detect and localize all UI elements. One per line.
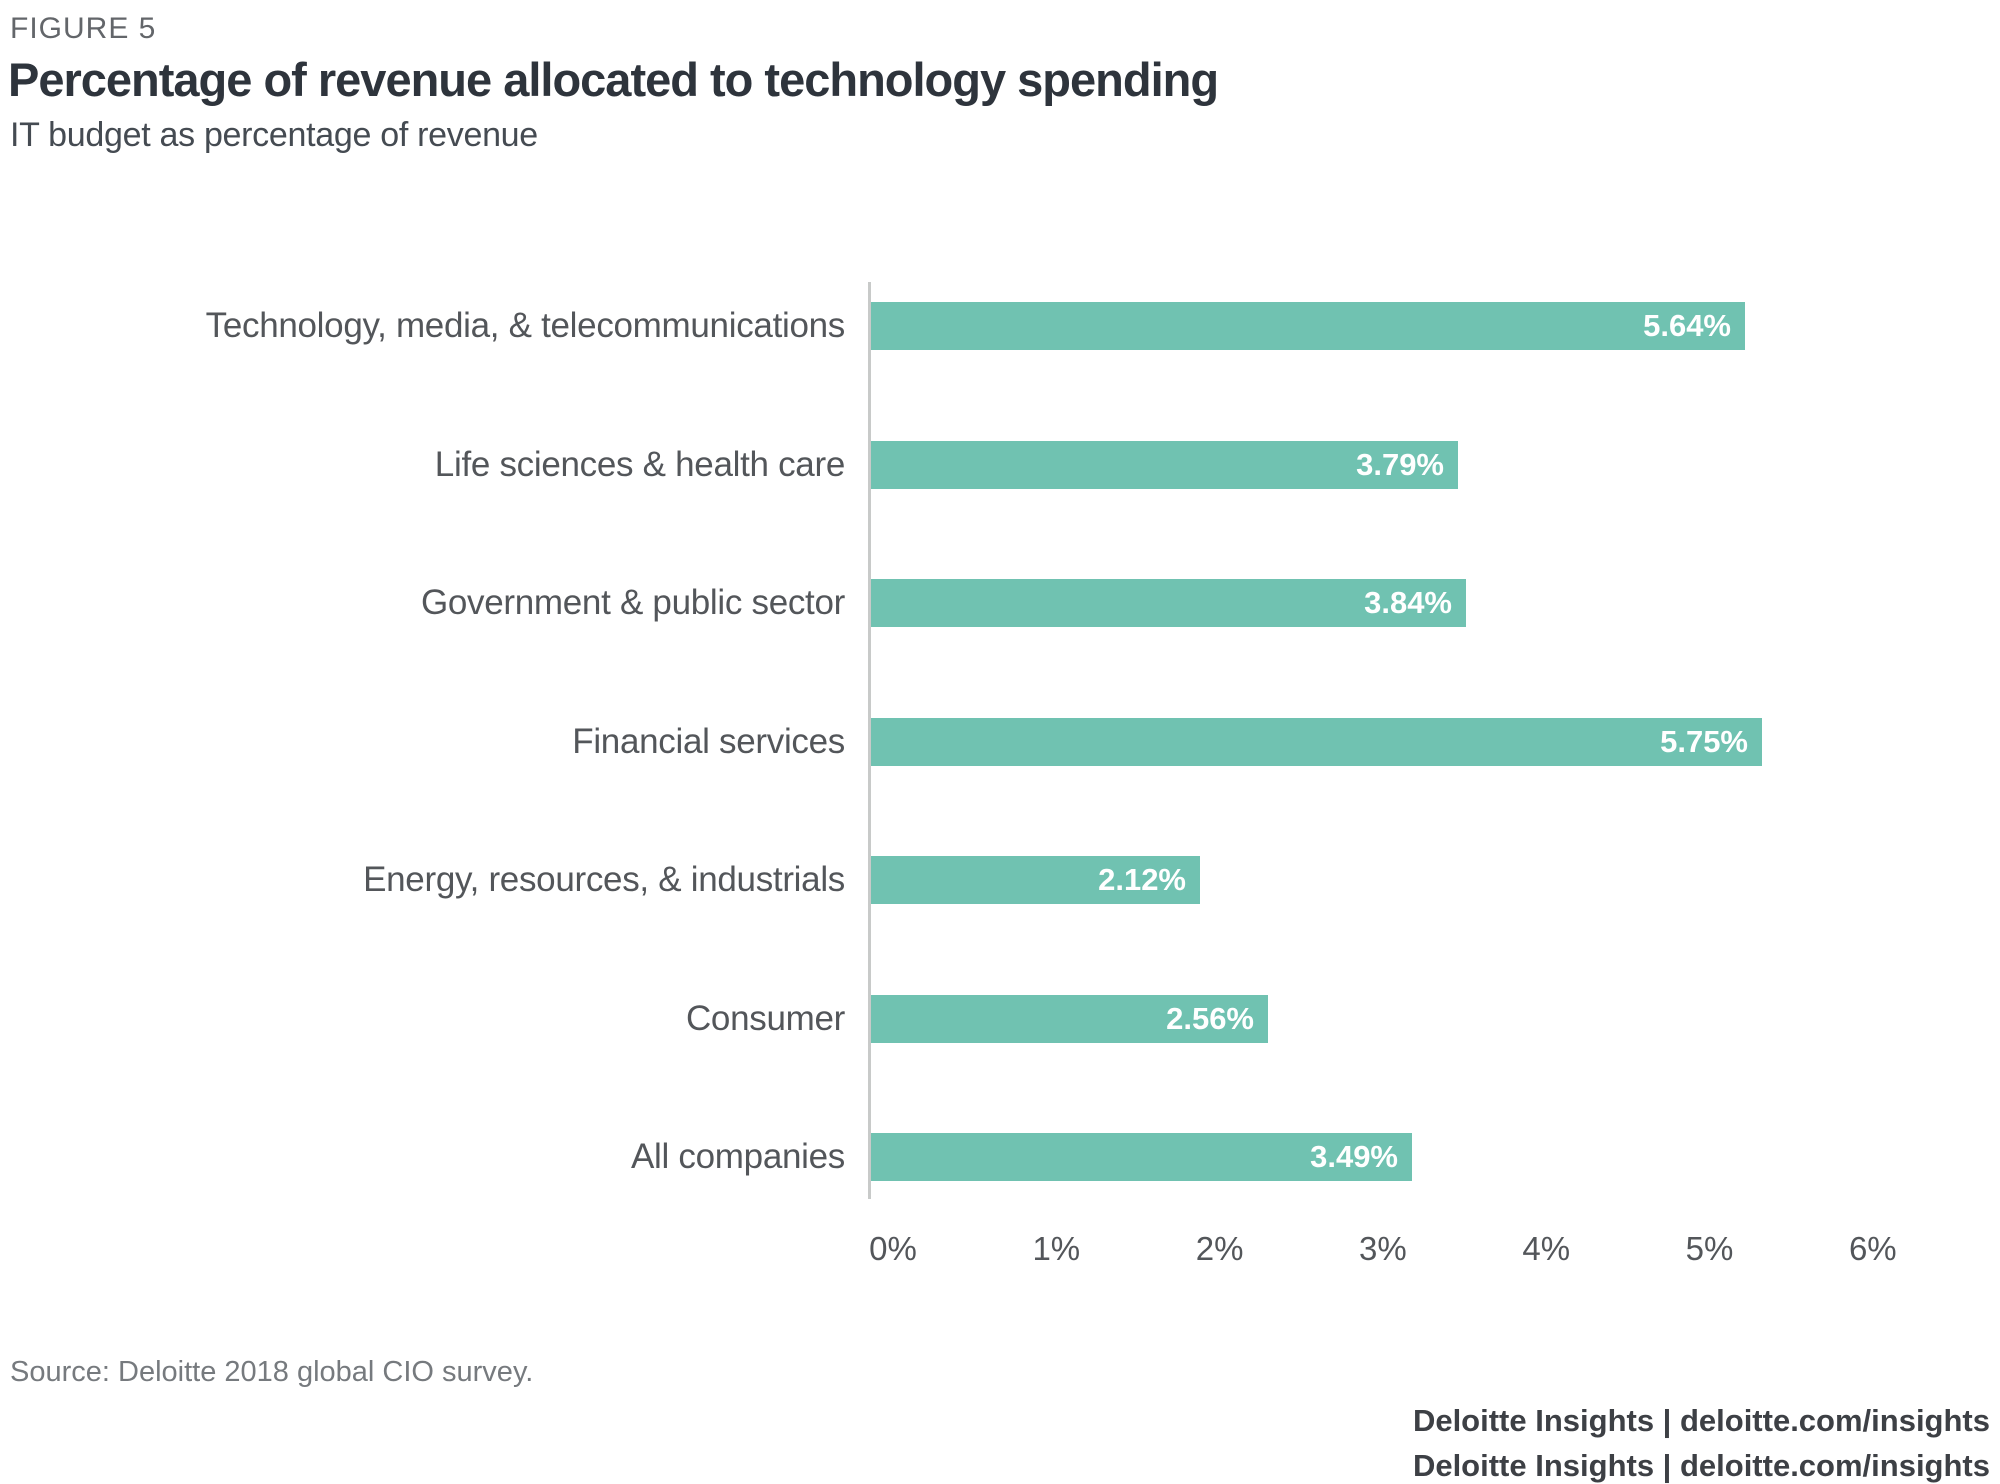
bar-value-label: 2.12% xyxy=(1098,862,1186,897)
bar: 3.49% xyxy=(871,1133,1412,1181)
x-tick-label: 3% xyxy=(1359,1230,1407,1267)
brand-footer: Deloitte Insights | deloitte.com/insight… xyxy=(1412,1403,1990,1438)
category-label: Life sciences & health care xyxy=(434,445,846,484)
brand-footer-clipped: Deloitte Insights | deloitte.com/insight… xyxy=(1412,1448,1990,1483)
bar: 2.56% xyxy=(871,995,1268,1043)
bar: 3.79% xyxy=(871,441,1458,489)
bar-value-label: 3.49% xyxy=(1310,1139,1398,1174)
category-label: All companies xyxy=(631,1137,845,1176)
bar: 5.64% xyxy=(871,302,1745,350)
bar: 3.84% xyxy=(871,579,1466,627)
x-tick-label: 2% xyxy=(1195,1230,1244,1267)
figure-label: FIGURE 5 xyxy=(10,12,157,45)
category-label: Consumer xyxy=(685,999,845,1038)
chart-subtitle: IT budget as percentage of revenue xyxy=(10,116,538,154)
x-tick-label: 0% xyxy=(869,1230,917,1267)
x-tick-label: 6% xyxy=(1848,1230,1897,1267)
bar-value-label: 5.75% xyxy=(1660,724,1748,759)
chart-title: Percentage of revenue allocated to techn… xyxy=(8,53,1219,106)
bar-value-label: 2.56% xyxy=(1166,1001,1254,1036)
bar-value-label: 5.64% xyxy=(1643,308,1731,343)
bar-value-label: 3.79% xyxy=(1356,447,1444,482)
bar: 2.12% xyxy=(871,856,1200,904)
x-tick-label: 4% xyxy=(1522,1230,1571,1267)
source-note: Source: Deloitte 2018 global CIO survey. xyxy=(10,1356,534,1388)
x-tick-label: 5% xyxy=(1685,1230,1734,1267)
category-label: Financial services xyxy=(572,722,845,761)
x-tick-label: 1% xyxy=(1032,1230,1081,1267)
category-label: Technology, media, & telecommunications xyxy=(205,306,846,345)
y-axis-line xyxy=(868,282,871,1199)
bar: 5.75% xyxy=(871,718,1762,766)
category-label: Energy, resources, & industrials xyxy=(363,860,845,899)
category-label: Government & public sector xyxy=(420,583,845,622)
bar-value-label: 3.84% xyxy=(1364,585,1452,620)
